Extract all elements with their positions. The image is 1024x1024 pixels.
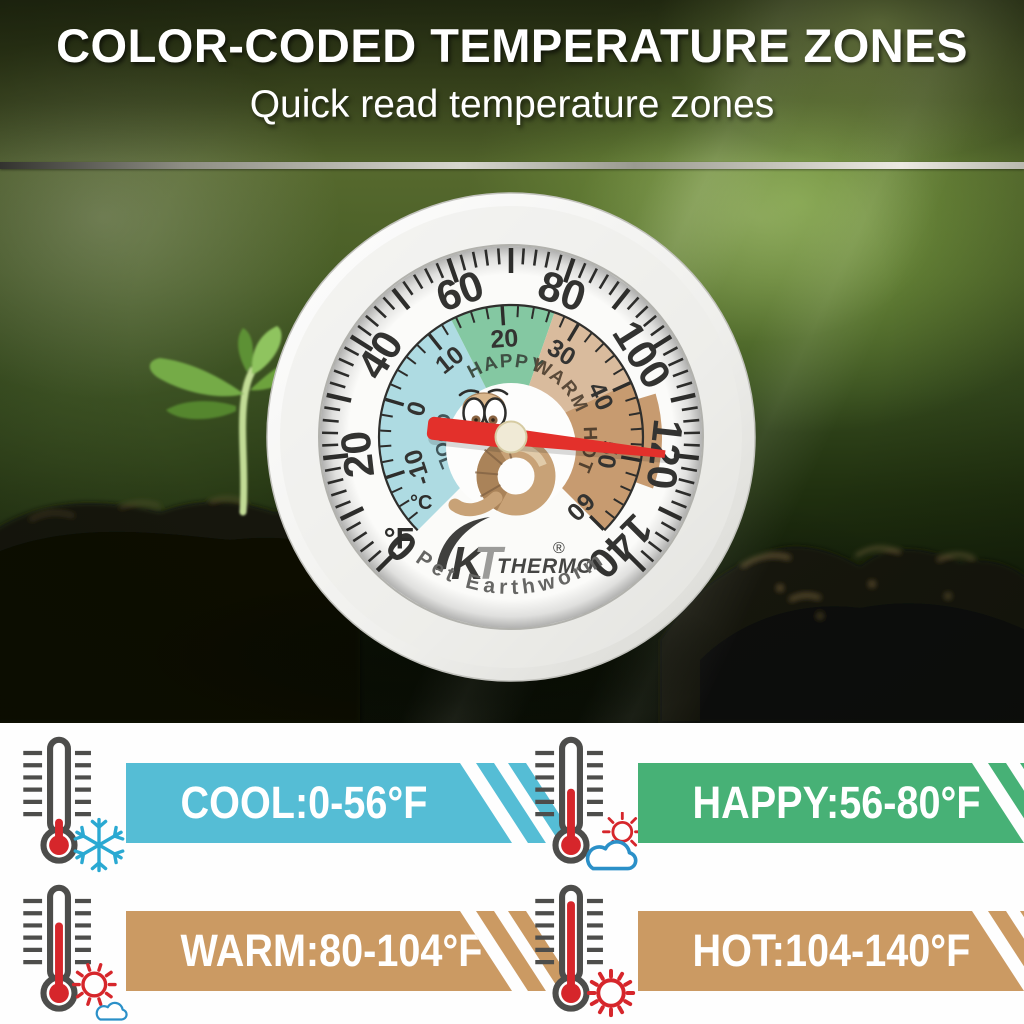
- thermometer-icon: [23, 884, 91, 1012]
- zone-banner-cool: COOL:0-56°F: [126, 763, 578, 843]
- zone-banner-hot-body: HOT:104-140°F: [638, 911, 1024, 991]
- thermometer-icon: [23, 736, 91, 864]
- zone-banner-warm: WARM:80-104°F: [126, 911, 578, 991]
- hot-icon-group: [524, 880, 636, 1022]
- sun-with-cloud-icon: [71, 963, 128, 1021]
- thermometer-icon: [535, 884, 603, 1012]
- zone-banner-cool-body: COOL:0-56°F: [126, 763, 512, 843]
- header-shade-overlay: [0, 0, 1024, 164]
- header-divider: [0, 162, 1024, 169]
- legend-row-warm: WARM:80-104°F: [0, 877, 578, 1024]
- sun-icon: [586, 968, 636, 1018]
- zone-banner-happy-body: HAPPY:56-80°F: [638, 763, 1024, 843]
- zone-banner-warm-label: WARM:80-104°F: [180, 925, 483, 976]
- page-title: COLOR-CODED TEMPERATURE ZONES: [56, 19, 968, 72]
- happy-icon-group: [524, 732, 643, 874]
- header-band: COLOR-CODED TEMPERATURE ZONES Quick read…: [0, 0, 1024, 127]
- snowflake-icon: [73, 817, 125, 873]
- zone-banner-cool-label: COOL:0-56°F: [180, 777, 428, 828]
- legend-row-cool: COOL:0-56°F: [0, 729, 578, 877]
- legend-row-hot: HOT:104-140°F: [512, 877, 1024, 1024]
- zone-banner-happy: HAPPY:56-80°F: [638, 763, 1024, 843]
- needle-hub: [494, 420, 528, 454]
- cool-icon-group: [12, 732, 125, 874]
- legend-row-happy: HAPPY:56-80°F: [512, 729, 1024, 877]
- zone-banner-happy-label: HAPPY:56-80°F: [692, 777, 981, 828]
- temperature-zones-legend: COOL:0-56°F HAPPY:56-80°F: [0, 723, 1024, 1024]
- warm-icon-group: [12, 880, 128, 1022]
- sun-behind-cloud-icon: [585, 812, 643, 871]
- thermometer-icon: [535, 736, 603, 864]
- thermometer-gauge: 020406080100120140-100102030405060°F°CCO…: [140, 192, 756, 723]
- zone-banner-hot: HOT:104-140°F: [638, 911, 1024, 991]
- soil-clumps-right: [660, 546, 1024, 723]
- page-subtitle: Quick read temperature zones: [249, 83, 775, 126]
- zone-banner-hot-label: HOT:104-140°F: [692, 925, 971, 976]
- gauge-needle: [426, 416, 666, 458]
- zone-banner-warm-body: WARM:80-104°F: [126, 911, 512, 991]
